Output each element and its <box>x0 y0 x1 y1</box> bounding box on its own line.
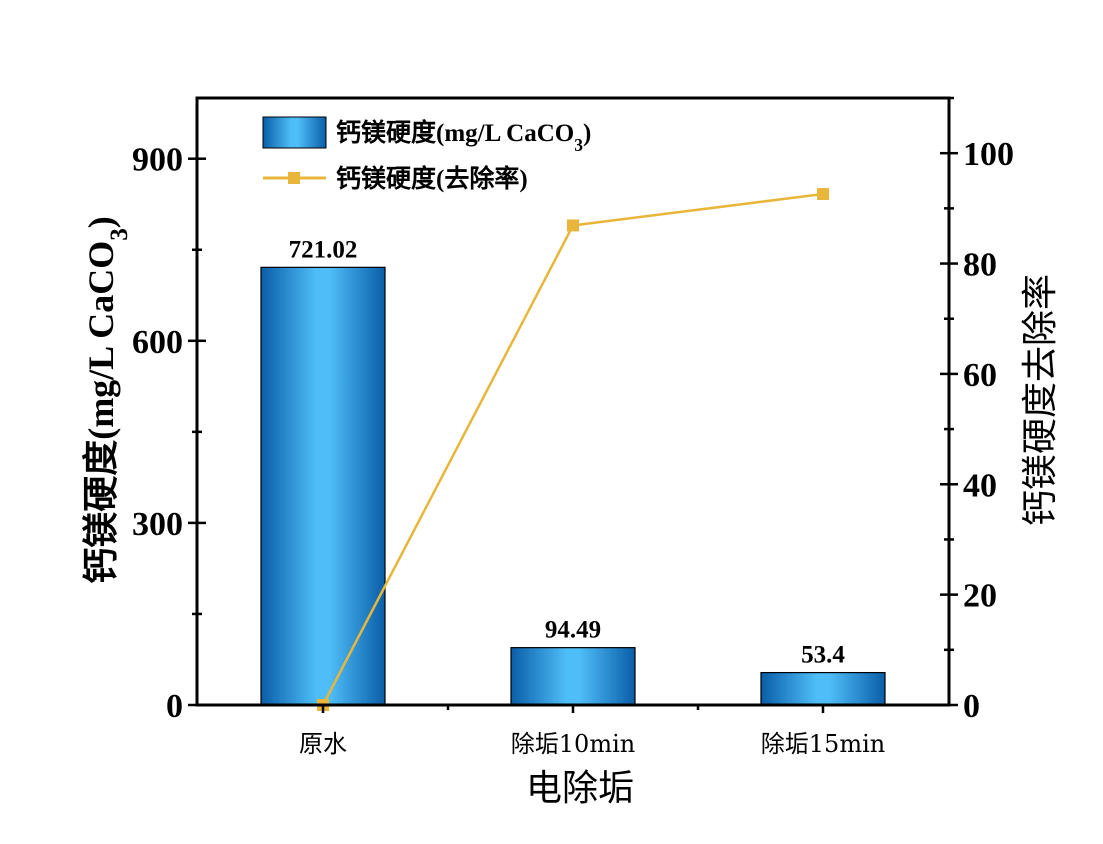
legend-bar-swatch <box>262 116 327 149</box>
legend-bar-label: 钙镁硬度(mg/L CaCO3) <box>336 118 591 155</box>
bar-series <box>260 266 886 706</box>
left-axis: 0 300 600 900 <box>132 142 206 725</box>
line-point-2 <box>817 188 829 201</box>
bar-1 <box>510 647 636 706</box>
y2-tick-label: 0 <box>963 688 980 725</box>
x-tick-label: 除垢10min <box>511 730 635 758</box>
x-axis: 原水 除垢10min 除垢15min <box>299 705 885 758</box>
y2-tick-label: 60 <box>963 357 997 394</box>
y-tick-label: 600 <box>132 324 183 361</box>
y2-tick-label: 100 <box>963 136 1014 173</box>
right-axis: 0 20 40 60 80 100 <box>940 96 1014 725</box>
bar-0 <box>260 266 386 706</box>
y-axis-title-text: 钙镁硬度(mg/L CaCO3) <box>81 216 133 584</box>
legend: 钙镁硬度(mg/L CaCO3) 钙镁硬度(去除率) <box>262 116 591 193</box>
y2-tick-label: 20 <box>963 578 997 615</box>
line-series <box>317 188 829 711</box>
y-tick-label: 900 <box>132 142 183 179</box>
y-axis-title-right: 钙镁硬度去除率 <box>1020 274 1061 526</box>
bar-2 <box>760 671 886 706</box>
y2-tick-label: 80 <box>963 247 997 284</box>
y-axis-title-left: 钙镁硬度(mg/L CaCO3) <box>81 216 133 584</box>
bar-value-label: 53.4 <box>801 642 845 669</box>
legend-line-label: 钙镁硬度(去除率) <box>336 164 528 193</box>
line-point-1 <box>567 219 579 232</box>
legend-line-marker <box>288 172 300 184</box>
y2-tick-label: 40 <box>963 467 997 504</box>
bar-value-label: 94.49 <box>545 617 601 644</box>
data-labels: 721.02 94.49 53.4 <box>289 236 846 668</box>
y-tick-label: 300 <box>132 506 183 543</box>
bar-value-label: 721.02 <box>289 236 358 263</box>
x-axis-title: 电除垢 <box>526 768 634 809</box>
x-tick-label: 除垢15min <box>761 730 885 758</box>
x-tick-label: 原水 <box>299 730 347 758</box>
y-tick-label: 0 <box>166 688 183 725</box>
y-axis-title-right-text: 钙镁硬度去除率 <box>1020 274 1061 526</box>
